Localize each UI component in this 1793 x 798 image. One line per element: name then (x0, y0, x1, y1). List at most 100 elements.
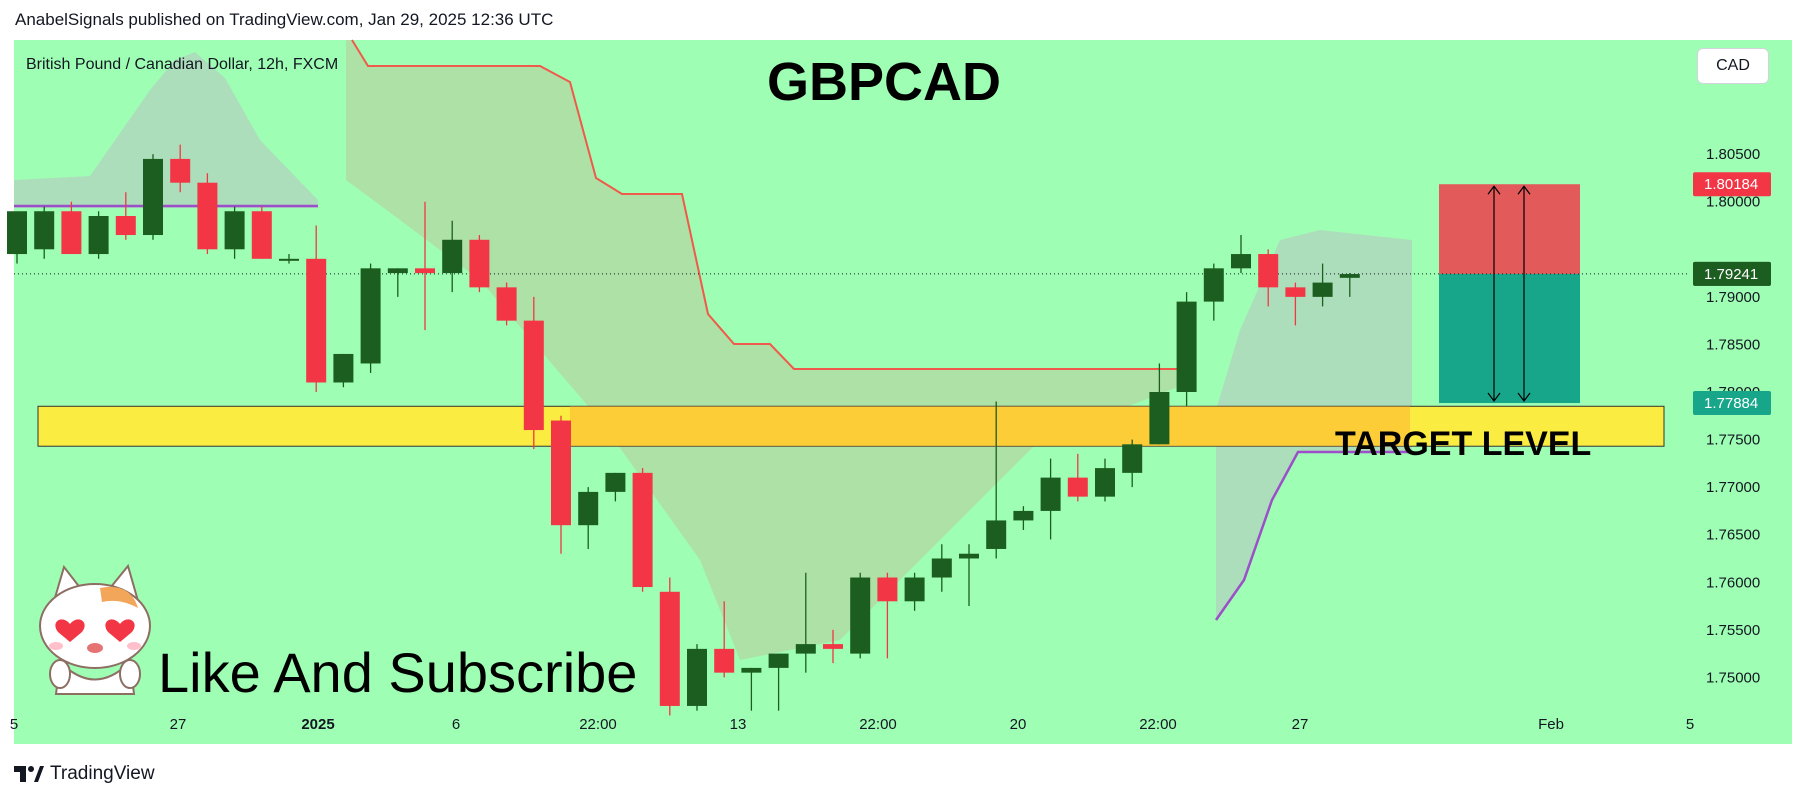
candle-body (687, 648, 707, 706)
time-tick-label: 5 (1686, 716, 1694, 733)
chart-canvas[interactable]: British Pound / Canadian Dollar, 12h, FX… (0, 0, 1793, 760)
candle-body (251, 211, 272, 259)
price-tick-label: 1.79000 (1706, 289, 1760, 306)
candle (1067, 453, 1088, 502)
candle (1040, 458, 1061, 540)
arrow-head-up-icon (1487, 185, 1501, 195)
candle-body (578, 491, 599, 526)
tradingview-brand[interactable]: TradingView (50, 763, 155, 784)
candle-body (1095, 468, 1115, 497)
price-tick-label: 1.80000 (1706, 194, 1760, 211)
candle-body (1231, 254, 1251, 269)
time-tick-label: 27 (170, 716, 187, 733)
price-label-text: 1.77884 (1704, 395, 1758, 412)
candle (1231, 235, 1251, 274)
cat-mascot-icon (39, 563, 151, 695)
candle-body (850, 577, 871, 654)
candle (714, 601, 735, 678)
price-label-bg (1693, 172, 1771, 197)
candle (197, 173, 218, 255)
price-tick-label: 1.75500 (1706, 622, 1760, 639)
candle-body (1312, 282, 1333, 297)
candle (224, 206, 245, 259)
candle-body (1176, 301, 1197, 392)
candle-body (88, 216, 109, 255)
chart-title: GBPCAD (767, 52, 1001, 112)
candle (306, 225, 327, 392)
candle-body (931, 558, 952, 578)
candle (469, 235, 490, 293)
upper-band-fill (346, 40, 1186, 660)
candle (1122, 439, 1143, 488)
like-subscribe-text: Like And Subscribe (158, 641, 637, 704)
candle (279, 254, 299, 264)
arrow-head-down-icon (1517, 392, 1531, 403)
candle (1149, 363, 1170, 445)
candle-body (1203, 268, 1224, 302)
candle (959, 544, 979, 607)
price-label: 1.80184 (1693, 172, 1771, 197)
candle (768, 653, 789, 711)
candle-body (387, 268, 408, 274)
candle (360, 263, 381, 373)
candle (1095, 458, 1115, 502)
upper-band-area (346, 40, 1186, 660)
time-tick-label: 22:00 (1139, 716, 1177, 733)
candle-body (1258, 254, 1279, 288)
candle-body (551, 420, 571, 526)
candle-body (61, 211, 82, 255)
candle-body (360, 268, 381, 364)
time-tick-label: 27 (1292, 716, 1309, 733)
candle (850, 572, 871, 659)
time-tick-label: 13 (730, 716, 747, 733)
candlestick-series (7, 144, 1360, 716)
candle-body (1122, 444, 1143, 473)
candle-body (496, 287, 517, 321)
candle (1176, 292, 1197, 407)
time-tick-label: 22:00 (859, 716, 897, 733)
candle-body (632, 472, 653, 588)
price-tick-label: 1.76500 (1706, 527, 1760, 544)
candle (687, 644, 707, 711)
target-level-label: TARGET LEVEL (1335, 425, 1591, 463)
candle (1013, 506, 1034, 530)
candle (496, 282, 517, 326)
candle (523, 296, 544, 450)
candle (88, 211, 109, 259)
currency-button[interactable]: CAD (1697, 48, 1769, 84)
candle-body (877, 577, 898, 602)
candle-body (1149, 392, 1170, 445)
price-label: 1.77884 (1693, 391, 1771, 416)
candle (578, 487, 599, 549)
candle-body (741, 667, 762, 673)
footer: TradingView (14, 762, 155, 786)
candle-body (7, 211, 27, 255)
candle (333, 353, 354, 388)
arrow-head-down-icon (1487, 392, 1501, 403)
candle (1339, 273, 1360, 297)
tradingview-logo-icon (14, 766, 44, 782)
upper-band-line (351, 39, 1186, 370)
candle (170, 144, 191, 193)
left-band-area (14, 52, 318, 208)
candle-body (768, 653, 789, 668)
candle-body (795, 644, 816, 654)
stop-loss-box (1439, 184, 1580, 274)
price-tick-label: 1.75000 (1706, 669, 1760, 686)
price-label-bg (1693, 261, 1771, 286)
support-zone-overlay (570, 406, 1410, 447)
time-tick-label: 5 (10, 716, 18, 733)
candle-body (1040, 477, 1061, 511)
candle-body (469, 239, 490, 288)
candle-body (986, 520, 1007, 549)
time-tick-label: Feb (1538, 716, 1564, 733)
candle-body (442, 239, 463, 274)
candle (605, 472, 626, 502)
price-tick-label: 1.78500 (1706, 336, 1760, 353)
candle-body (714, 648, 735, 673)
candle-body (333, 353, 354, 383)
price-label: 1.79241 (1693, 261, 1771, 286)
price-tick-label: 1.77000 (1706, 479, 1760, 496)
time-tick-label: 6 (452, 716, 460, 733)
candle-body (1013, 510, 1034, 521)
